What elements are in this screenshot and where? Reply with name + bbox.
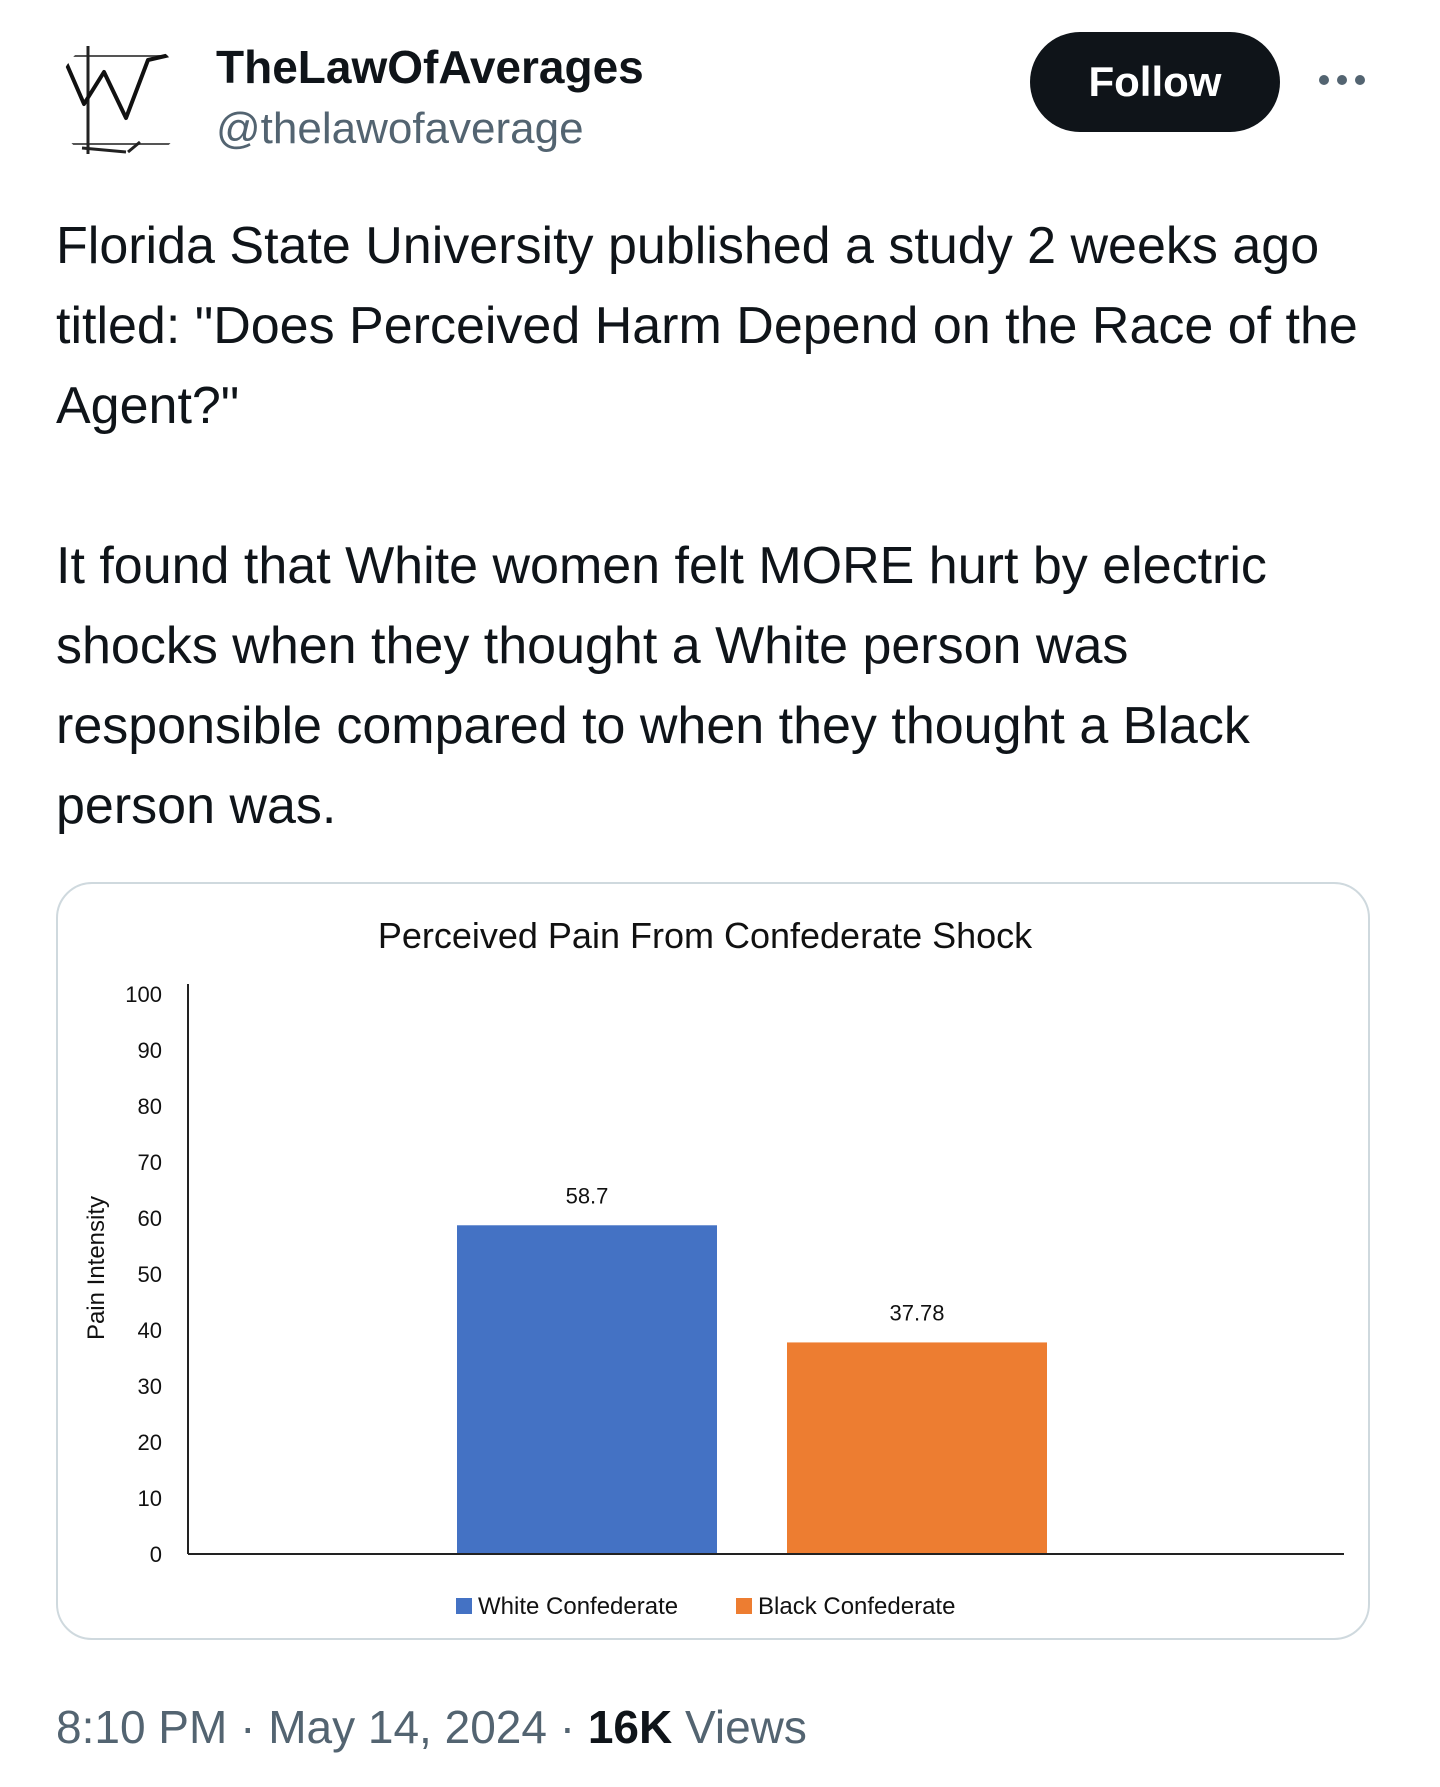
- media-card[interactable]: Perceived Pain From Confederate Shock Pa…: [56, 882, 1370, 1640]
- follow-button[interactable]: Follow: [1030, 32, 1280, 132]
- tweet-paragraph: It found that White women felt MORE hurt…: [56, 537, 1267, 835]
- y-tick-label: 100: [125, 982, 162, 1007]
- avatar[interactable]: [56, 36, 186, 166]
- y-tick-label: 30: [138, 1374, 162, 1399]
- bar: [787, 1342, 1047, 1554]
- more-horizontal-icon[interactable]: [1316, 62, 1368, 98]
- tweet-text: Florida State University published a stu…: [56, 206, 1396, 846]
- y-tick-label: 0: [150, 1542, 162, 1567]
- bar-chart: Perceived Pain From Confederate Shock Pa…: [83, 915, 1344, 1620]
- y-tick-label: 40: [138, 1318, 162, 1343]
- chart-title: Perceived Pain From Confederate Shock: [378, 915, 1033, 956]
- meta-separator: ·: [559, 1701, 576, 1753]
- tweet-meta: 8:10 PM · May 14, 2024 · 16K Views: [56, 1700, 807, 1754]
- legend-swatch: [736, 1598, 752, 1614]
- tweet-paragraph: Florida State University published a stu…: [56, 217, 1358, 435]
- bar-data-label: 58.7: [566, 1183, 609, 1208]
- legend-swatch: [456, 1598, 472, 1614]
- legend-label: Black Confederate: [758, 1593, 955, 1620]
- y-tick-label: 60: [138, 1206, 162, 1231]
- y-tick-label: 70: [138, 1150, 162, 1175]
- author-handle[interactable]: @thelawofaverage: [216, 104, 584, 153]
- y-tick-label: 90: [138, 1038, 162, 1063]
- y-tick-label: 50: [138, 1262, 162, 1287]
- author-display-name[interactable]: TheLawOfAverages: [216, 41, 644, 93]
- bar-data-label: 37.78: [889, 1300, 944, 1325]
- y-tick-label: 10: [138, 1486, 162, 1511]
- tweet-time[interactable]: 8:10 PM: [56, 1701, 228, 1753]
- line-chart-sketch-icon: [62, 46, 175, 154]
- views-label[interactable]: Views: [685, 1701, 807, 1753]
- bar: [457, 1225, 717, 1554]
- y-tick-label: 80: [138, 1094, 162, 1119]
- meta-separator: ·: [240, 1701, 256, 1753]
- legend-label: White Confederate: [478, 1593, 678, 1620]
- chart-y-axis-label: Pain Intensity: [83, 1196, 110, 1340]
- views-count[interactable]: 16K: [587, 1701, 673, 1753]
- tweet-date[interactable]: May 14, 2024: [268, 1701, 547, 1753]
- y-tick-label: 20: [138, 1430, 162, 1455]
